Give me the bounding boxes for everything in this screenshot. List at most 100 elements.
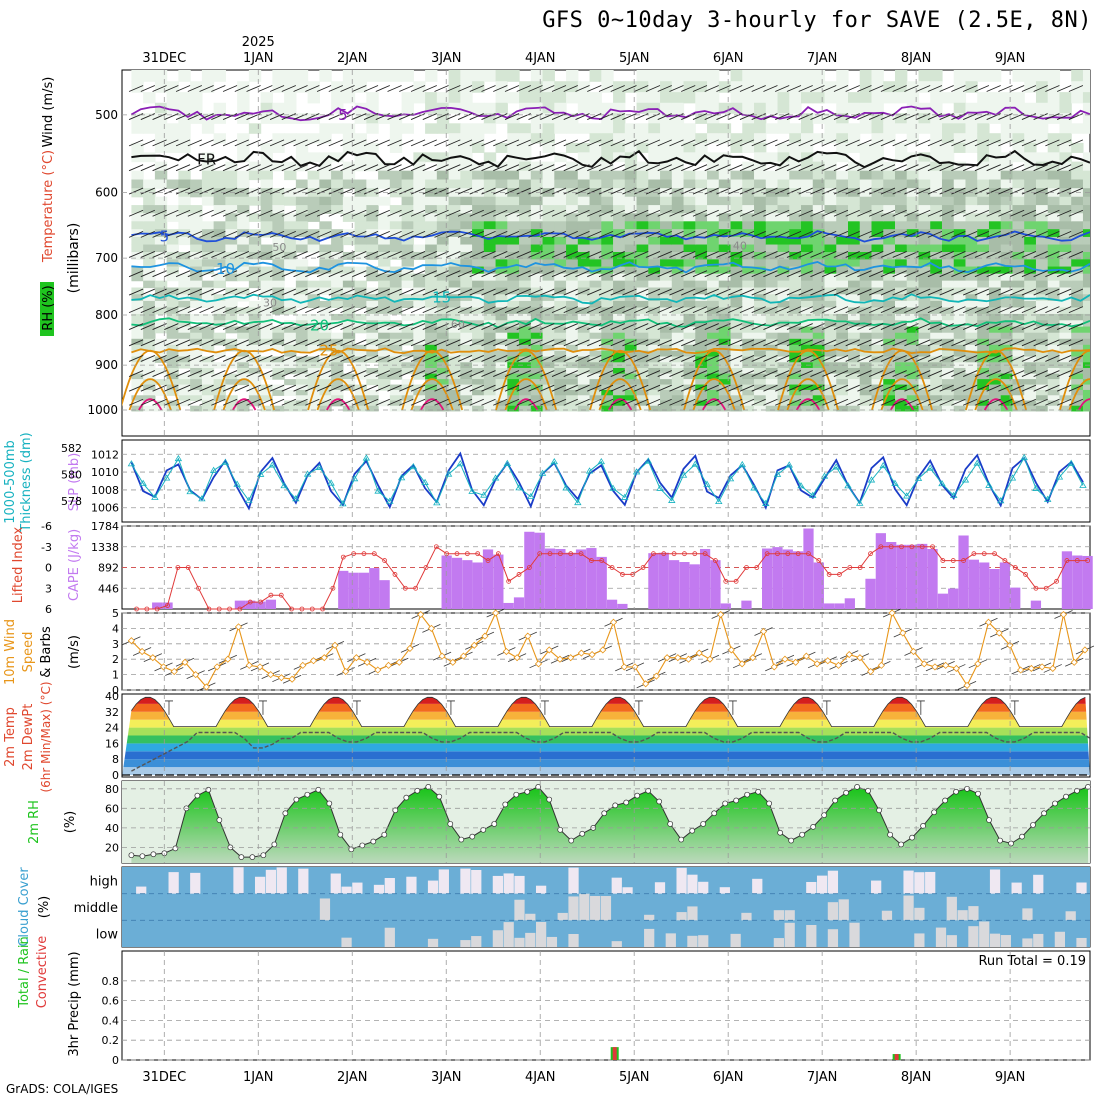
rh-shade-cell [942,245,954,253]
rh-shade-cell [707,245,719,253]
rh-shade-cell [613,245,625,253]
rh-shade-cell [261,197,273,206]
rh-shade-cell [413,333,425,340]
rh-shade-cell [566,123,578,134]
rh-shade-cell [460,221,472,229]
rh-shade-cell [1012,281,1024,288]
rh-shade-cell [860,379,872,385]
rh-shade-cell [637,123,649,134]
rh-shade-cell [1071,81,1083,93]
rh-shade-cell [425,92,437,103]
rh-shade-cell [472,70,484,82]
rh-shade-cell [801,70,813,82]
rh-shade-cell [637,70,649,82]
rh-shade-cell [554,171,566,180]
rh-shade-cell [590,171,602,180]
rh-shade-cell [825,333,837,340]
rh-shade-cell [167,92,179,103]
rh-shade-cell [754,180,766,189]
rh-shade-cell [883,281,895,288]
rh-shade-cell [331,123,343,134]
rh-shade-cell [1024,171,1036,180]
rh-shade-cell [366,333,378,340]
rh-shade-cell [566,171,578,180]
rh-shade-cell [848,333,860,340]
rh-shade-cell [954,123,966,134]
rh-shade-cell [155,123,167,134]
pressure-tick-label: 900 [95,358,118,372]
rh-shade-cell [355,221,367,229]
rh-shade-cell [766,92,778,103]
pressure-tick-label: 600 [95,185,118,199]
rh-shade-cell [578,281,590,288]
rh-shade-cell [343,197,355,206]
rh-shade-cell [143,237,155,245]
rh-shade-cell [895,237,907,245]
rh-shade-cell [261,221,273,229]
rh-shade-cell [1024,237,1036,245]
rh-shade-cell [801,245,813,253]
rh-shade-cell [1059,333,1071,340]
rh-shade-cell [272,281,284,288]
rh-shade-cell [871,333,883,340]
rh-shade-cell [895,92,907,103]
rh-shade-cell [719,180,731,189]
rh-shade-cell [754,123,766,134]
rh-shade-cell [178,281,190,288]
rh-shade-cell [1036,152,1048,162]
rh-shade-cell [437,221,449,229]
rh-shade-cell [1059,197,1071,206]
rh-shade-cell [261,92,273,103]
rh-shade-cell [531,245,543,253]
rh-shade-cell [707,123,719,134]
rh-shade-cell [496,281,508,288]
rh-shade-cell [1024,197,1036,206]
rh-shade-cell [225,245,237,253]
rh-shade-cell [930,379,942,385]
rh-shade-cell [296,180,308,189]
rh-shade-cell [766,123,778,134]
rh-shade-cell [366,379,378,385]
rh-shade-cell [390,171,402,180]
rh-shade-cell [249,70,261,82]
rh-shade-cell [507,221,519,229]
rh-shade-cell [237,221,249,229]
rh-shade-cell [460,333,472,340]
rh-shade-cell [308,281,320,288]
rh-shade-cell [1071,281,1083,288]
rh-shade-cell [942,197,954,206]
rh-shade-cell [366,221,378,229]
rh-shade-cell [660,197,672,206]
rh-shade-cell [284,406,296,412]
rh-shade-cell [1071,180,1083,189]
rh-shade-cell [1012,197,1024,206]
rh-shade-cell [437,281,449,288]
rh-shade-cell [719,281,731,288]
rh-shade-cell [684,221,696,229]
rh-shade-cell [954,92,966,103]
rh-shade-cell [754,406,766,412]
rh-shade-cell [1012,70,1024,82]
rh-shade-cell [965,123,977,134]
rh-shade-cell [284,197,296,206]
wind-barb [634,114,648,120]
rh-shade-cell [601,333,613,340]
rh-shade-cell [601,197,613,206]
contour-label-rh: 30 [263,296,277,309]
rh-shade-cell [895,197,907,206]
upper-air-ylabel: Wind (m/s)Temperature (°C)RH (%)(milliba… [3,77,82,1057]
rh-shade-cell [131,180,143,189]
rh-shade-cell [778,281,790,288]
rh-shade-cell [989,333,1001,340]
rh-shade-cell [918,237,930,245]
rh-shade-cell [684,281,696,288]
rh-shade-cell [836,103,848,114]
rh-shade-cell [566,92,578,103]
rh-shade-cell [484,221,496,229]
rh-shade-cell [778,103,790,114]
rh-shade-cell [1001,281,1013,288]
rh-shade-cell [918,281,930,288]
rh-shade-cell [214,245,226,253]
rh-shade-cell [155,197,167,206]
rh-shade-cell [1083,333,1095,340]
